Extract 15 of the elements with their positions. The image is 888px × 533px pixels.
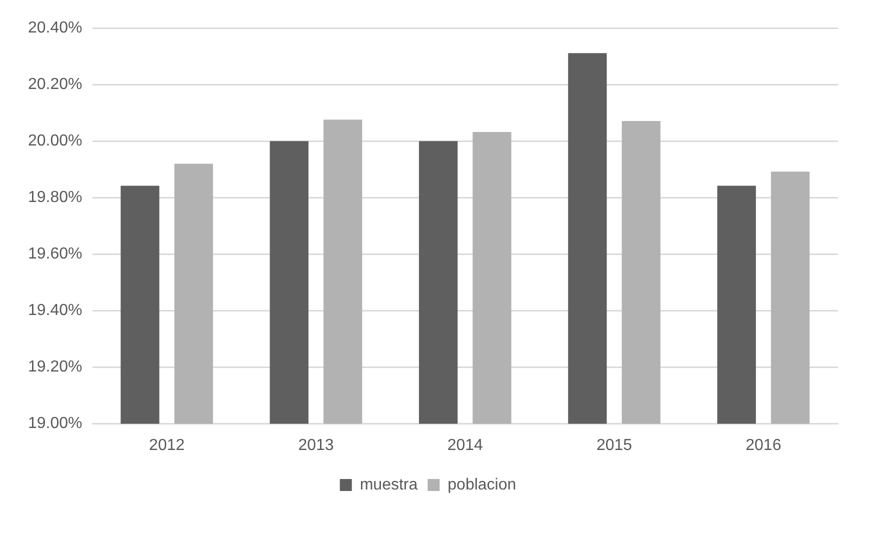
y-tick-label: 20.40%	[28, 19, 82, 36]
x-tick-label: 2013	[298, 436, 334, 454]
y-tick-label: 19.60%	[28, 246, 82, 263]
legend-label: muestra	[360, 476, 418, 494]
x-tick-label: 2014	[447, 436, 484, 454]
x-tick-label: 2016	[746, 436, 782, 454]
y-tick-label: 19.20%	[28, 358, 82, 376]
x-tick-label: 2015	[596, 436, 632, 454]
y-tick-label: 20.20%	[28, 76, 82, 93]
y-tick-label: 19.00%	[28, 415, 82, 432]
legend-label: poblacion	[448, 476, 516, 494]
x-tick-label: 2012	[149, 436, 185, 454]
y-tick-label: 19.40%	[28, 302, 82, 320]
y-tick-label: 20.00%	[28, 132, 82, 150]
y-tick-label: 19.80%	[28, 189, 82, 206]
